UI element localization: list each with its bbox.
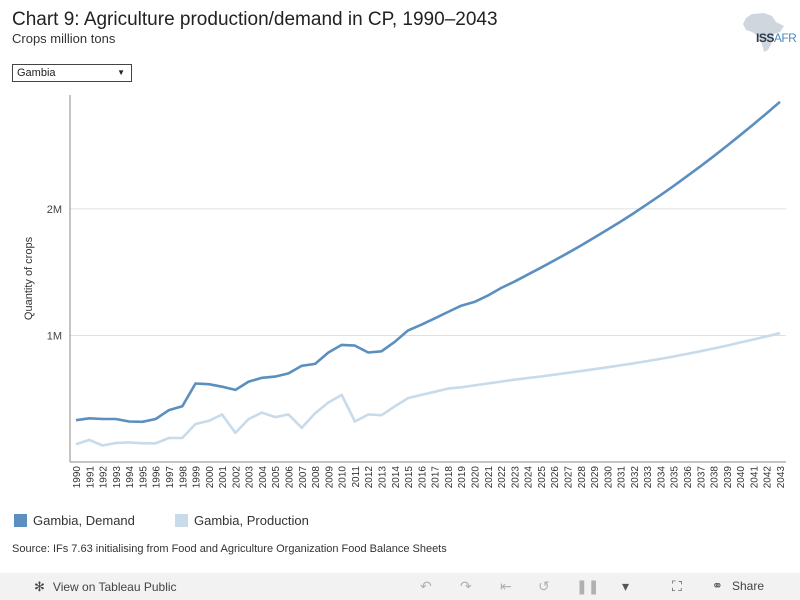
pause-icon[interactable]: ❚❚ bbox=[576, 578, 600, 594]
x-tick-label: 2011 bbox=[351, 466, 362, 488]
country-filter-dropdown[interactable]: Gambia ▼ bbox=[12, 64, 132, 82]
x-tick-label: 2043 bbox=[776, 466, 787, 489]
legend-swatch-production bbox=[175, 514, 188, 527]
country-filter-value: Gambia bbox=[17, 67, 56, 79]
x-tick-label: 1997 bbox=[165, 466, 176, 489]
legend-item-demand[interactable]: Gambia, Demand bbox=[14, 513, 135, 528]
x-tick-label: 2020 bbox=[470, 466, 481, 489]
x-tick-label: 2024 bbox=[524, 466, 535, 489]
x-tick-label: 2015 bbox=[404, 466, 415, 489]
share-button[interactable]: Share bbox=[732, 579, 765, 593]
x-tick-label: 2006 bbox=[285, 466, 296, 489]
x-tick-label: 2009 bbox=[324, 466, 335, 489]
x-tick-label: 2018 bbox=[444, 466, 455, 489]
fullscreen-icon[interactable]: ⛶ bbox=[672, 578, 682, 594]
x-tick-label: 2039 bbox=[723, 466, 734, 489]
x-tick-label: 2004 bbox=[258, 466, 269, 489]
x-tick-label: 2013 bbox=[378, 466, 389, 489]
x-tick-label: 2002 bbox=[231, 466, 242, 489]
x-tick-label: 2023 bbox=[510, 466, 521, 489]
x-tick-label: 2005 bbox=[271, 466, 282, 489]
x-tick-label: 1993 bbox=[112, 466, 123, 489]
x-tick-label: 2038 bbox=[710, 466, 721, 489]
x-tick-label: 2017 bbox=[431, 466, 442, 489]
x-tick-label: 2026 bbox=[550, 466, 561, 489]
legend-label-demand: Gambia, Demand bbox=[33, 513, 135, 528]
x-tick-label: 2040 bbox=[736, 466, 747, 489]
x-tick-label: 2001 bbox=[218, 466, 229, 489]
x-tick-label: 2000 bbox=[205, 466, 216, 489]
x-tick-label: 1999 bbox=[192, 466, 203, 489]
x-tick-label: 2021 bbox=[484, 466, 495, 489]
x-tick-label: 1990 bbox=[72, 466, 83, 489]
undo-icon[interactable]: ↶ bbox=[420, 578, 432, 594]
x-tick-label: 2031 bbox=[617, 466, 628, 489]
legend-item-production[interactable]: Gambia, Production bbox=[175, 513, 309, 528]
x-tick-label: 2016 bbox=[417, 466, 428, 489]
dropdown-caret-icon: ▼ bbox=[117, 68, 125, 77]
x-tick-label: 2035 bbox=[670, 466, 681, 489]
x-tick-label: 2036 bbox=[683, 466, 694, 489]
chart-title: Chart 9: Agriculture production/demand i… bbox=[12, 9, 498, 30]
x-tick-label: 2025 bbox=[537, 466, 548, 489]
x-tick-label: 2027 bbox=[563, 466, 574, 489]
y-tick-label: 1M bbox=[47, 330, 62, 342]
x-tick-label: 2010 bbox=[338, 466, 349, 489]
x-tick-label: 2014 bbox=[391, 466, 402, 489]
legend-swatch-demand bbox=[14, 514, 27, 527]
iss-logo: ISSAFR bbox=[756, 31, 797, 45]
x-tick-label: 2033 bbox=[643, 466, 654, 489]
x-tick-label: 1996 bbox=[152, 466, 163, 489]
download-icon[interactable]: ▾ bbox=[622, 578, 630, 594]
y-axis-title: Quantity of crops bbox=[23, 236, 35, 320]
x-tick-label: 2042 bbox=[763, 466, 774, 489]
redo-icon[interactable]: ↷ bbox=[460, 578, 472, 594]
africa-map-icon bbox=[743, 13, 784, 52]
x-tick-label: 2037 bbox=[696, 466, 707, 489]
x-tick-label: 2007 bbox=[298, 466, 309, 489]
revert-icon[interactable]: ⇤ bbox=[500, 578, 512, 594]
x-tick-label: 2012 bbox=[364, 466, 375, 489]
x-tick-label: 1992 bbox=[99, 466, 110, 489]
series-line-demand bbox=[75, 100, 781, 424]
tableau-toolbar: ✻ View on Tableau Public ↶ ↷ ⇤ ↺ ❚❚ ▾ ⛶ … bbox=[0, 573, 800, 600]
x-tick-label: 2029 bbox=[590, 466, 601, 489]
source-note: Source: IFs 7.63 initialising from Food … bbox=[12, 543, 447, 555]
series-line-production bbox=[75, 331, 781, 447]
x-tick-label: 1991 bbox=[85, 466, 96, 489]
view-on-tableau-label: View on Tableau Public bbox=[52, 580, 177, 594]
tableau-logo-icon: ✻ bbox=[34, 579, 45, 594]
view-on-tableau-link[interactable]: ✻ View on Tableau Public bbox=[34, 579, 177, 595]
x-tick-label: 2008 bbox=[311, 466, 322, 489]
x-tick-label: 2032 bbox=[630, 466, 641, 489]
x-tick-label: 2019 bbox=[457, 466, 468, 489]
x-tick-label: 2022 bbox=[497, 466, 508, 489]
x-tick-label: 1995 bbox=[138, 466, 149, 489]
share-icon[interactable]: ⚭ bbox=[712, 578, 723, 593]
refresh-icon[interactable]: ↺ bbox=[538, 578, 550, 594]
x-tick-label: 2028 bbox=[577, 466, 588, 489]
x-tick-label: 2041 bbox=[749, 466, 760, 489]
x-tick-label: 1998 bbox=[178, 466, 189, 489]
x-tick-label: 1994 bbox=[125, 466, 136, 489]
legend-label-production: Gambia, Production bbox=[194, 513, 309, 528]
y-tick-label: 2M bbox=[47, 204, 62, 216]
chart-subtitle: Crops million tons bbox=[12, 31, 116, 46]
x-tick-label: 2030 bbox=[603, 466, 614, 489]
x-tick-label: 2034 bbox=[656, 466, 667, 489]
x-tick-label: 2003 bbox=[245, 466, 256, 489]
